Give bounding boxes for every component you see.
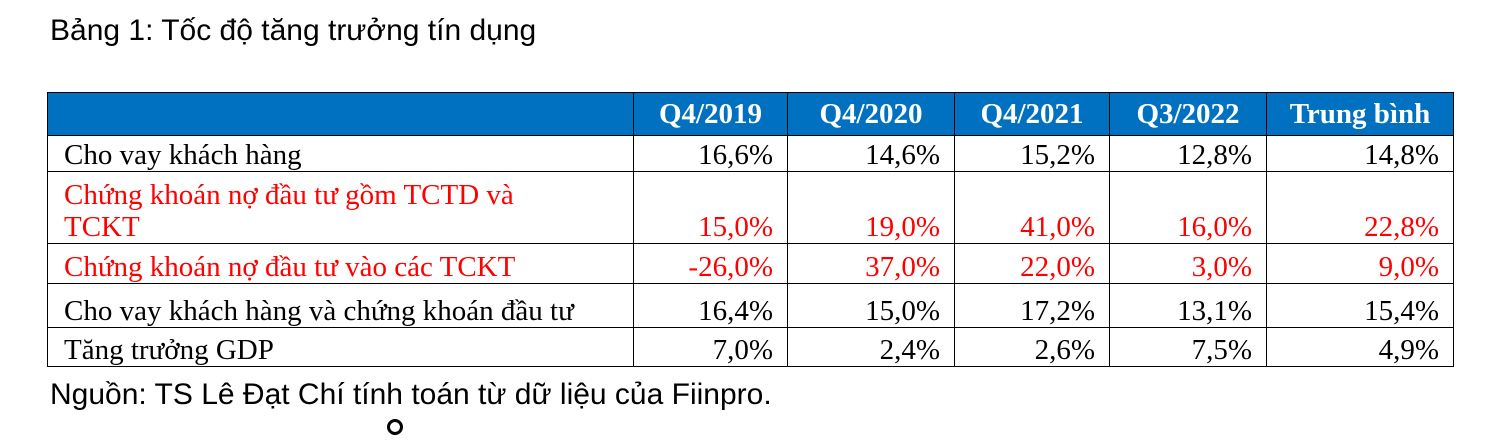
table-cell: 9,0% (1266, 243, 1454, 284)
credit-growth-table: Q4/2019 Q4/2020 Q4/2021 Q3/2022 Trung bì… (47, 92, 1454, 367)
row-label: Chứng khoán nợ đầu tư gồm TCTD và TCKT (47, 171, 634, 244)
row-label-line: Cho vay khách hàng và chứng khoán đầu tư (64, 295, 574, 327)
header-cell-q4-2019: Q4/2019 (633, 92, 788, 136)
table-cell: 3,0% (1109, 243, 1267, 284)
table-cell: 22,0% (954, 243, 1110, 284)
table-cell: 16,0% (1109, 171, 1267, 244)
table-cell: 37,0% (787, 243, 955, 284)
header-cell-q4-2020: Q4/2020 (787, 92, 955, 136)
header-cell-average: Trung bình (1266, 92, 1454, 136)
table-cell: 7,5% (1109, 327, 1267, 367)
table-cell: 41,0% (954, 171, 1110, 244)
table-cell: 14,6% (787, 135, 955, 172)
table-cell: 12,8% (1109, 135, 1267, 172)
table-cell: 19,0% (787, 171, 955, 244)
row-label-line: Chứng khoán nợ đầu tư vào các TCKT (64, 251, 516, 283)
table-title: Bảng 1: Tốc độ tăng trưởng tín dụng (50, 14, 537, 47)
table-row: Chứng khoán nợ đầu tư gồm TCTD và TCKT 15… (47, 171, 1454, 244)
table-cell: 7,0% (633, 327, 788, 367)
row-label-line: TCKT (64, 211, 140, 243)
table-cell: 16,6% (633, 135, 788, 172)
table-cell: 22,8% (1266, 171, 1454, 244)
table-cell: 15,4% (1266, 283, 1454, 328)
table-row: Cho vay khách hàng 16,6% 14,6% 15,2% 12,… (47, 135, 1454, 172)
table-cell: 13,1% (1109, 283, 1267, 328)
table-row: Cho vay khách hàng và chứng khoán đầu tư… (47, 283, 1454, 328)
table-cell: 17,2% (954, 283, 1110, 328)
table-cell: 15,0% (787, 283, 955, 328)
row-label-line: Chứng khoán nợ đầu tư gồm TCTD và (64, 179, 514, 211)
table-row: Chứng khoán nợ đầu tư vào các TCKT -26,0… (47, 243, 1454, 284)
row-label-line: Tăng trưởng GDP (64, 334, 274, 366)
table-cell: 15,0% (633, 171, 788, 244)
table-cell: 15,2% (954, 135, 1110, 172)
row-label: Cho vay khách hàng (47, 135, 634, 172)
table-cell: 14,8% (1266, 135, 1454, 172)
header-cell-q4-2021: Q4/2021 (954, 92, 1110, 136)
table-cell: 2,4% (787, 327, 955, 367)
source-note: Nguồn: TS Lê Đạt Chí tính toán từ dữ liệ… (50, 378, 772, 411)
row-label: Cho vay khách hàng và chứng khoán đầu tư (47, 283, 634, 328)
row-label: Chứng khoán nợ đầu tư vào các TCKT (47, 243, 634, 284)
circle-handle-icon[interactable] (387, 419, 403, 435)
table-header-row: Q4/2019 Q4/2020 Q4/2021 Q3/2022 Trung bì… (47, 92, 1454, 136)
row-label-line: Cho vay khách hàng (64, 139, 302, 171)
table-cell: 4,9% (1266, 327, 1454, 367)
table-cell: 2,6% (954, 327, 1110, 367)
row-label: Tăng trưởng GDP (47, 327, 634, 367)
table-cell: 16,4% (633, 283, 788, 328)
table-row: Tăng trưởng GDP 7,0% 2,4% 2,6% 7,5% 4,9% (47, 327, 1454, 367)
header-cell-empty (47, 92, 634, 136)
table-cell: -26,0% (633, 243, 788, 284)
header-cell-q3-2022: Q3/2022 (1109, 92, 1267, 136)
